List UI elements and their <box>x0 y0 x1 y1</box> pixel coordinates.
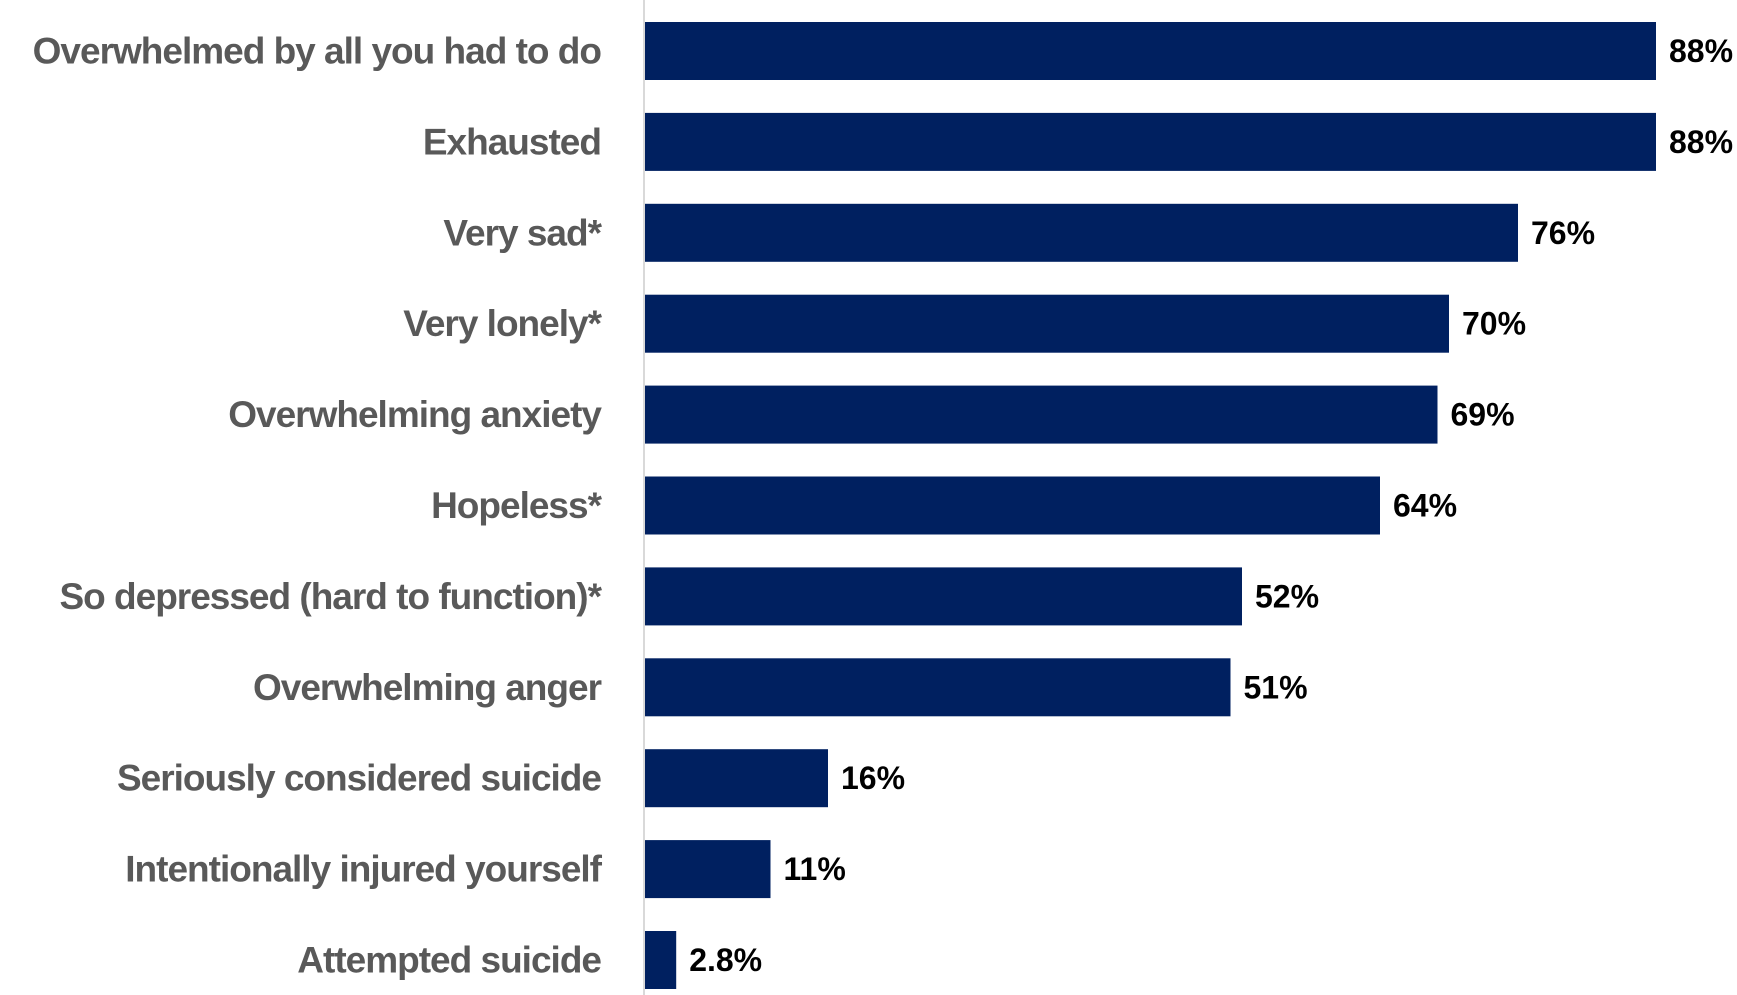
category-label: Very sad* <box>443 212 602 253</box>
bar <box>644 567 1242 626</box>
category-label: Very lonely* <box>403 303 602 344</box>
data-label: 52% <box>1255 578 1319 614</box>
data-label: 88% <box>1669 33 1733 69</box>
data-label: 69% <box>1451 397 1515 433</box>
bar <box>644 294 1449 353</box>
bar <box>644 385 1438 444</box>
data-label: 2.8% <box>689 942 762 978</box>
bar <box>644 112 1656 171</box>
data-label: 70% <box>1462 306 1526 342</box>
bar <box>644 931 677 989</box>
category-label: Hopeless* <box>431 485 603 526</box>
bar <box>644 749 828 808</box>
category-label: Overwhelming anxiety <box>228 394 602 435</box>
category-label: Overwhelmed by all you had to do <box>33 31 602 72</box>
category-label: Exhausted <box>423 121 601 162</box>
data-label: 88% <box>1669 124 1733 160</box>
data-label: 11% <box>784 851 846 887</box>
category-label: Overwhelming anger <box>253 667 602 708</box>
category-label: Attempted suicide <box>297 940 601 981</box>
bars-layer: Overwhelmed by all you had to do 88% Exhau… <box>33 22 1733 989</box>
bar <box>644 22 1656 80</box>
bar <box>644 476 1380 535</box>
bar <box>644 203 1518 262</box>
data-label: 64% <box>1393 488 1457 524</box>
category-label: Intentionally injured yourself <box>125 849 602 890</box>
data-label: 51% <box>1244 669 1308 705</box>
category-label: Seriously considered suicide <box>117 758 601 799</box>
category-label: So depressed (hard to function)* <box>59 576 602 617</box>
data-label: 16% <box>841 760 905 796</box>
bar <box>644 840 771 899</box>
bar <box>644 658 1231 717</box>
data-label: 76% <box>1531 215 1595 251</box>
